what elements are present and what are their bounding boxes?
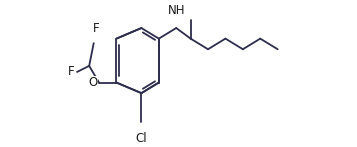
Text: F: F <box>93 22 100 35</box>
Text: NH: NH <box>168 4 186 17</box>
Text: Cl: Cl <box>136 132 147 145</box>
Text: F: F <box>67 65 74 78</box>
Text: O: O <box>88 76 97 89</box>
